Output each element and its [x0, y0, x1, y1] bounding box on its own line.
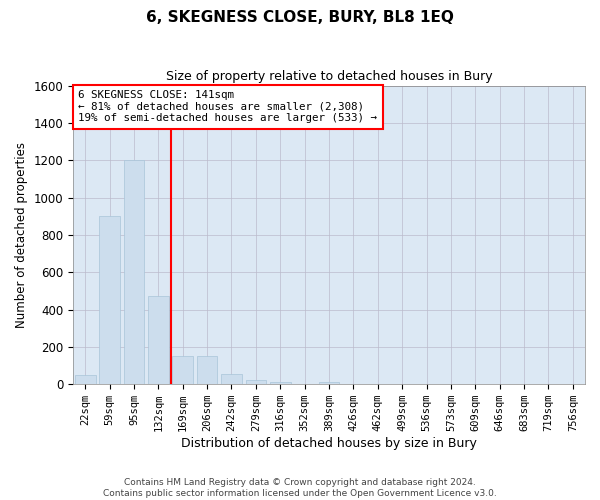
Text: 6, SKEGNESS CLOSE, BURY, BL8 1EQ: 6, SKEGNESS CLOSE, BURY, BL8 1EQ — [146, 10, 454, 25]
Bar — [172, 356, 193, 384]
Bar — [319, 382, 340, 384]
Bar — [148, 296, 169, 384]
X-axis label: Distribution of detached houses by size in Bury: Distribution of detached houses by size … — [181, 437, 477, 450]
Bar — [221, 374, 242, 384]
Text: 6 SKEGNESS CLOSE: 141sqm
← 81% of detached houses are smaller (2,308)
19% of sem: 6 SKEGNESS CLOSE: 141sqm ← 81% of detach… — [78, 90, 377, 123]
Title: Size of property relative to detached houses in Bury: Size of property relative to detached ho… — [166, 70, 493, 83]
Bar — [270, 382, 290, 384]
Bar — [99, 216, 120, 384]
Bar — [245, 380, 266, 384]
Y-axis label: Number of detached properties: Number of detached properties — [15, 142, 28, 328]
Bar — [197, 356, 217, 384]
Text: Contains HM Land Registry data © Crown copyright and database right 2024.
Contai: Contains HM Land Registry data © Crown c… — [103, 478, 497, 498]
Bar — [124, 160, 145, 384]
Bar — [75, 375, 95, 384]
